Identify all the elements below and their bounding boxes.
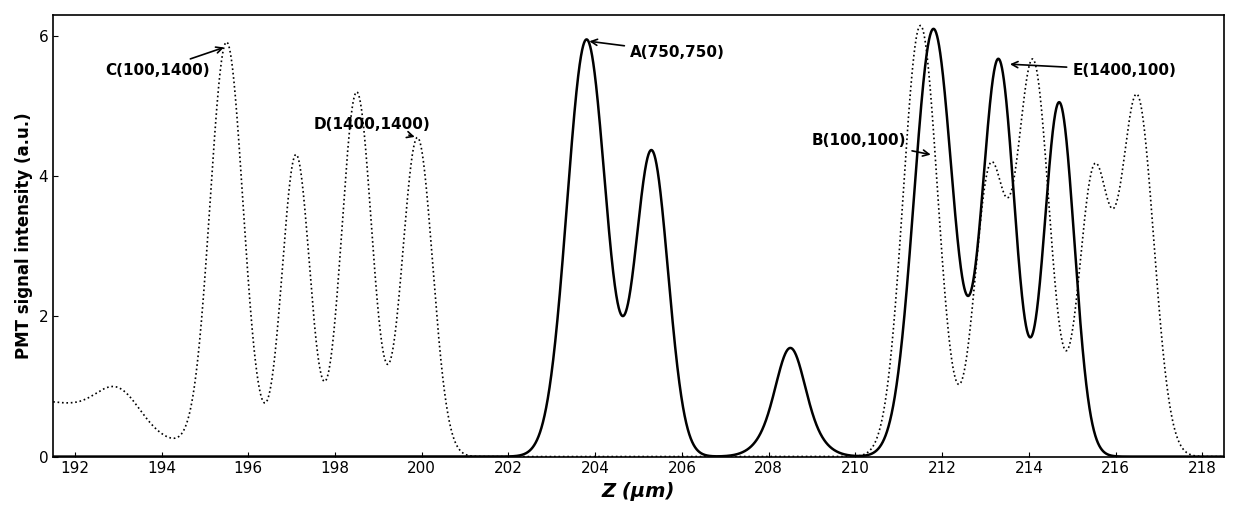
Text: C(100,1400): C(100,1400) xyxy=(105,47,222,77)
Text: B(100,100): B(100,100) xyxy=(812,133,929,156)
Text: D(1400,1400): D(1400,1400) xyxy=(313,117,430,138)
Text: A(750,750): A(750,750) xyxy=(591,39,725,60)
Text: E(1400,100): E(1400,100) xyxy=(1012,61,1176,77)
Y-axis label: PMT signal intensity (a.u.): PMT signal intensity (a.u.) xyxy=(15,112,33,359)
X-axis label: Z (μm): Z (μm) xyxy=(602,482,675,501)
